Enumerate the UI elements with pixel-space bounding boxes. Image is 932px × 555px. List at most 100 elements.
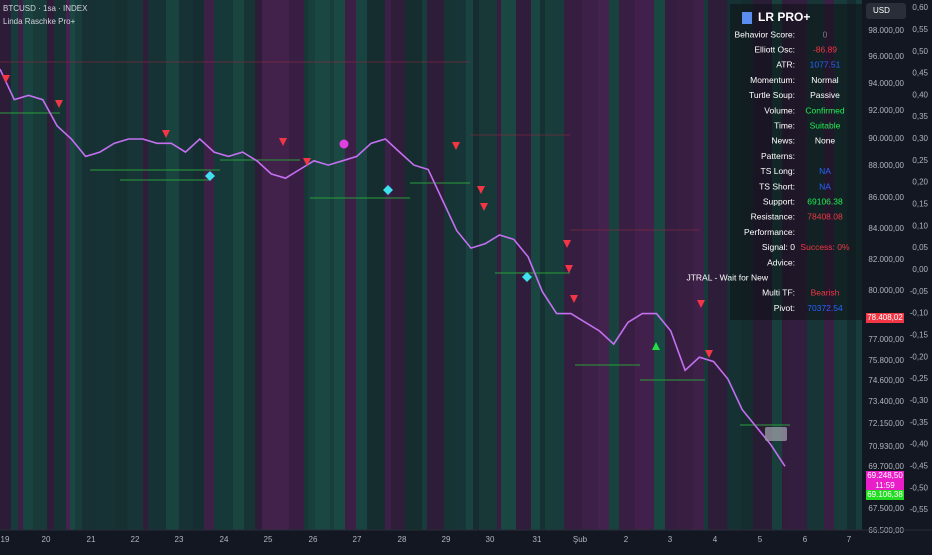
percent-tick-label: 0,50 [912,47,928,56]
stripe [334,0,345,530]
percent-tick-label: -0,25 [910,374,929,383]
stripe [262,0,270,530]
panel-label: Behavior Score: [735,29,795,39]
time-tick-label: 7 [847,535,852,544]
pattern-dot [339,139,349,149]
price-tag [866,471,904,481]
panel-value: Bearish [811,288,840,298]
panel-value: Confirmed [805,105,844,115]
price-tag-label: 69.106,38 [867,490,903,499]
stripe [255,0,262,530]
panel-value: Passive [810,90,840,100]
percent-tick-label: 0,25 [912,156,928,165]
price-tick-label: 70.930,00 [868,442,904,451]
stripe [270,0,289,530]
panel-label: Volume: [764,105,795,115]
percent-tick-label: -0,40 [910,440,929,449]
panel-label: Elliott Osc: [754,44,795,54]
stripe [391,0,405,530]
stripe [654,0,665,530]
percent-tick-label: 0,35 [912,112,928,121]
panel-label: ATR: [776,60,795,70]
time-tick-label: 23 [175,535,184,544]
price-tick-label: 75.800,00 [868,356,904,365]
price-tick-label: 82.000,00 [868,255,904,264]
sell-signal [55,100,63,108]
time-tick-label: 21 [87,535,96,544]
stripe [33,0,47,530]
price-line [0,68,786,467]
price-tick-label: 96.000,00 [868,52,904,61]
price-tick-label: 94.000,00 [868,79,904,88]
stripe [501,0,516,530]
sell-signal [480,203,488,211]
price-tick-label: 73.400,00 [868,397,904,406]
stripe [148,0,166,530]
time-tick-label: 4 [713,535,718,544]
price-tick-label: 98.000,00 [868,26,904,35]
price-tick-label: 90.000,00 [868,134,904,143]
price-tag [866,481,904,491]
stripe [693,0,704,530]
percent-tick-label: 0,55 [912,25,928,34]
time-tick-label: 31 [533,535,542,544]
panel-value: -86.89 [813,44,837,54]
stripe [619,0,635,530]
stripe [422,0,427,530]
info-panel [730,4,862,320]
percent-tick-label: -0,50 [910,483,929,492]
panel-value: NA [819,181,831,191]
panel-icon [742,12,752,24]
sell-signal [477,186,485,194]
diamond-signal [205,171,215,181]
stripe [82,0,96,530]
panel-title: LR PRO+ [758,10,810,24]
time-tick-label: 28 [398,535,407,544]
time-tick-label: 26 [309,535,318,544]
price-tick-label: 80.000,00 [868,286,904,295]
pattern-box [765,427,787,441]
diamond-signal [383,185,393,195]
stripe [367,0,385,530]
stripe [66,0,70,530]
stripe [11,0,18,530]
stripe [18,0,23,530]
panel-value: None [815,136,836,146]
price-plot [0,68,786,467]
panel-rows: Behavior Score: 0 Elliott Osc: -86.89 ATR: 10… [686,29,850,313]
currency-button[interactable] [866,3,906,19]
percent-tick-label: -0,05 [910,287,929,296]
stripe [23,0,33,530]
price-tag-label: 69.248,50 [867,471,903,480]
stripe [587,0,598,530]
diamond-signal [522,272,532,282]
panel-label: TS Long: [761,166,796,176]
percent-tick-label: -0,55 [910,505,929,514]
time-tick-label: 24 [220,535,229,544]
currency-label[interactable]: USD [873,6,890,15]
percent-tick-label: -0,15 [910,331,929,340]
panel-label: Multi TF: [762,288,795,298]
stripe [492,0,497,530]
stripe [345,0,356,530]
stripe [582,0,587,530]
time-tick-label: 6 [803,535,808,544]
stripe [677,0,693,530]
stripe [75,0,82,530]
axes: 0,60 0,55 0,50 0,45 0,40 0,35 0,30 0,25 0,20 0,15… [868,3,928,535]
time-tick-label: 19 [1,535,10,544]
stripe [704,0,708,530]
panel-label: Support: [763,196,795,206]
price-tag-label: 11:59 [875,481,895,490]
stripe [214,0,233,530]
signal-markers [2,75,787,441]
panel-value: Success: 0% [800,242,850,252]
price-tick-label: 92.000,00 [868,106,904,115]
panel-label: Advice: [767,257,795,267]
percent-tick-label: 0,40 [912,90,928,99]
time-tick-label: 22 [131,535,140,544]
stripe [553,0,564,530]
axis-background [862,0,932,550]
stripe [115,0,127,530]
sell-signal [563,240,571,248]
